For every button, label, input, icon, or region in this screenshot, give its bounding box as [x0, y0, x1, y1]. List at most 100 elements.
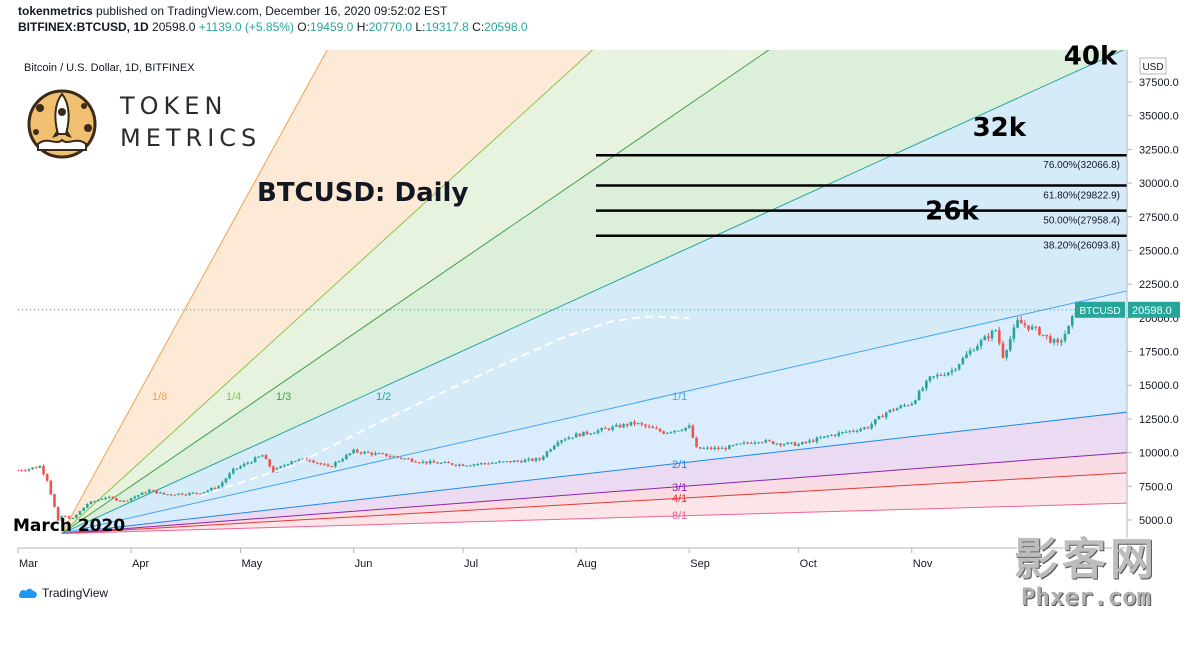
fan-zone [61, 472, 1127, 534]
candle-body [724, 447, 728, 450]
candle-body [341, 459, 344, 462]
candle-body [111, 496, 115, 499]
candle-body [534, 458, 538, 461]
candle-body [184, 494, 188, 496]
y-axis[interactable]: 5000.0 7500.0 10000.0 12500.0 15000.0 17500.0… [1127, 77, 1179, 527]
candle-body [815, 437, 819, 442]
candle-body [618, 424, 622, 428]
candle-body [290, 461, 293, 465]
candle-body [644, 424, 647, 427]
candle-body [235, 468, 239, 470]
x-axis[interactable]: Mar Apr May Jun Jul Aug Sep Oct Nov Dec [17, 548, 1042, 570]
brand-line-1: TOKEN [120, 92, 228, 120]
candle-body [42, 465, 45, 475]
candle-body [140, 492, 144, 496]
candle-body [640, 423, 644, 425]
high-label: H: [356, 20, 369, 34]
candle-body [669, 432, 673, 434]
candle-body [1019, 319, 1023, 324]
candle-body [1052, 339, 1056, 343]
candle-body [1067, 325, 1070, 335]
fib-label: 38.20%(26093.8) [1043, 241, 1120, 252]
candle-body [819, 437, 822, 439]
candle-body [417, 462, 421, 464]
candle-body [921, 388, 925, 391]
candle-body [906, 405, 910, 407]
candle-body [574, 433, 578, 438]
candle-body [286, 464, 290, 466]
y-tick-label: 27500.0 [1139, 212, 1179, 224]
candle-body [527, 458, 531, 460]
tradingview-logo[interactable]: TradingView [18, 586, 108, 600]
price-tag-symbol-bg [1075, 301, 1125, 318]
candle-body [432, 460, 436, 463]
candle-body [925, 380, 928, 389]
fan-label: 4/1 [672, 493, 687, 505]
candle-body [684, 427, 687, 431]
candle-body [1063, 334, 1067, 341]
fib-label: 50.00%(27958.4) [1043, 216, 1120, 227]
annotation: 40k [1064, 41, 1118, 71]
candle-body [936, 374, 939, 377]
fan-label: 1/4 [226, 391, 241, 403]
candle-body [374, 453, 377, 455]
candle-body [53, 494, 56, 508]
x-tick-label: May [242, 558, 263, 570]
y-tick-label: 15000.0 [1139, 380, 1179, 392]
candle-body [837, 432, 841, 436]
candle-body [571, 437, 574, 439]
candle-body [994, 330, 997, 332]
candle-body [987, 336, 990, 339]
fan-line [61, 50, 328, 534]
candle-body [866, 427, 870, 429]
candle-body [811, 440, 815, 442]
candle-body [217, 486, 220, 489]
candle-body [334, 462, 337, 467]
y-tick-label: 12500.0 [1139, 414, 1179, 426]
x-tick-label: Sep [690, 558, 710, 570]
candle-body [687, 425, 691, 428]
candle-body [786, 442, 790, 445]
candle-body [220, 482, 224, 487]
candle-body [352, 449, 355, 454]
fan-line [61, 472, 1127, 534]
candle-body [246, 462, 250, 464]
candles [18, 312, 1078, 521]
candle-body [60, 515, 64, 521]
candle-body [479, 463, 483, 465]
candle-body [764, 440, 768, 443]
y-tick-label: 22500.0 [1139, 279, 1179, 291]
candle-body [297, 459, 301, 461]
candle-body [239, 466, 242, 469]
candle-body [319, 463, 323, 465]
candle-body [709, 447, 713, 450]
candle-body [224, 478, 228, 483]
candle-body [213, 488, 217, 490]
candle-body [49, 480, 53, 495]
fib-label: 61.80%(29822.9) [1043, 190, 1120, 201]
fan-label: 3/1 [672, 482, 687, 494]
candle-body [272, 466, 275, 473]
candle-body [1056, 339, 1059, 343]
candle-body [133, 496, 137, 499]
candle-body [180, 493, 184, 495]
candle-body [855, 431, 859, 433]
candle-body [363, 451, 366, 454]
publisher-name[interactable]: tokenmetrics [18, 4, 93, 18]
annotation: March 2020 [13, 516, 125, 536]
candle-body [928, 376, 932, 381]
candle-body [498, 461, 501, 463]
candle-body [746, 442, 749, 444]
candle-body [968, 350, 972, 355]
candle-body [18, 470, 20, 472]
candle-body [381, 453, 385, 455]
candle-body [556, 442, 560, 446]
candle-body [118, 500, 122, 502]
candle-body [268, 459, 272, 467]
open-label: O: [297, 20, 310, 34]
candle-body [1005, 350, 1008, 358]
candle-body [407, 458, 410, 460]
candle-body [476, 463, 479, 465]
candle-body [1008, 338, 1012, 351]
